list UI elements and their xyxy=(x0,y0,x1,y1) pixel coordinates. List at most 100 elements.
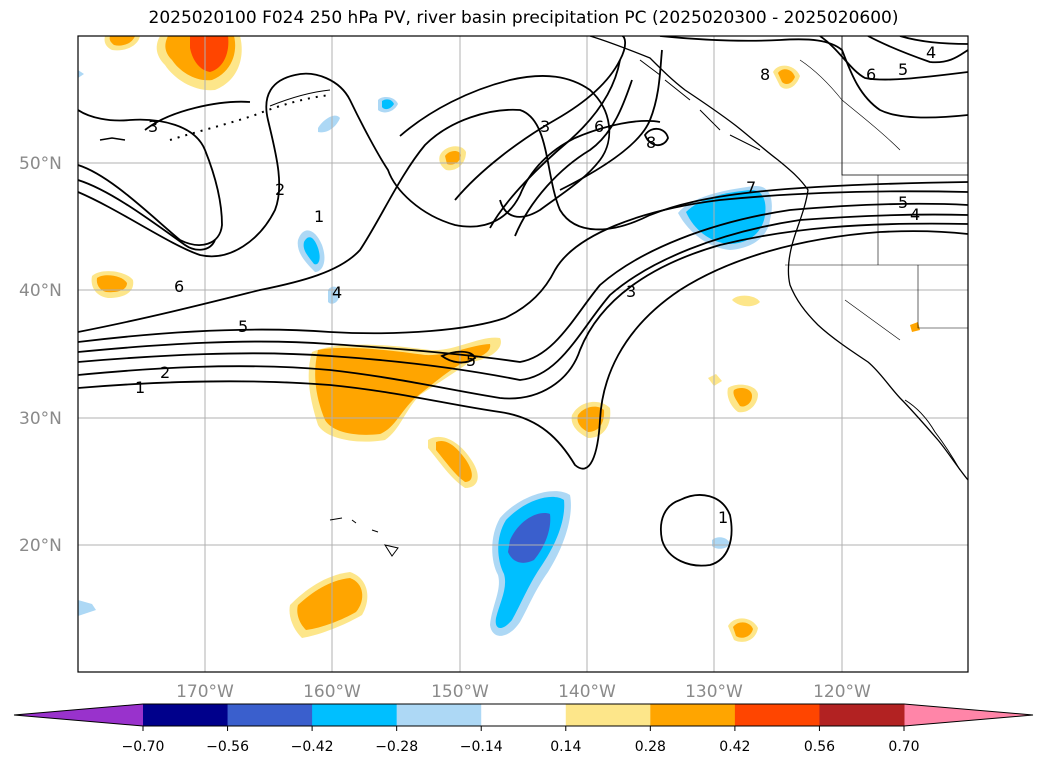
colorbar-extend-min xyxy=(14,704,143,726)
colorbar-segment xyxy=(650,704,736,726)
shade-neg-53n-160w xyxy=(318,115,340,133)
colorbar-extend-max xyxy=(904,704,1033,726)
pv-contour-16 xyxy=(659,36,968,119)
lon-axis: 170°W 160°W 150°W 140°W 130°W 120°W xyxy=(176,682,871,702)
shade-blob-50n-151w-core xyxy=(445,150,461,165)
lon-label: 120°W xyxy=(813,682,871,702)
colorbar-segment xyxy=(312,704,398,726)
pv-contour-21 xyxy=(660,494,733,567)
pv-contour-1 xyxy=(78,230,968,470)
colorbar-segment xyxy=(481,704,567,726)
pv-contour-6 xyxy=(78,108,968,333)
colorbar-tick-label: 0.42 xyxy=(719,739,750,755)
pv-contour-2 xyxy=(78,222,968,400)
pv-contours xyxy=(78,36,968,567)
colorbar-segment xyxy=(565,704,651,726)
lon-label: 150°W xyxy=(431,682,489,702)
contour-label: 4 xyxy=(926,43,936,62)
pv-contour-12 xyxy=(454,36,627,201)
lat-label: 50°N xyxy=(19,154,62,174)
pv-contour-7 xyxy=(78,72,661,258)
contour-label: 1 xyxy=(135,378,145,397)
contour-label: 2 xyxy=(160,363,170,382)
lat-label: 30°N xyxy=(19,409,62,429)
colorbar: −0.70 −0.56 −0.42 −0.28 −0.14 0.14 0.28 0.42 0.5… xyxy=(13,703,1034,755)
pv-contour-8 xyxy=(78,109,223,246)
shade-hawaii-se-core xyxy=(508,513,551,563)
lon-label: 130°W xyxy=(685,682,743,702)
pv-contour-15 xyxy=(559,49,663,191)
colorbar-tick-label: 0.56 xyxy=(804,739,835,755)
contour-label: 1 xyxy=(314,207,324,226)
pv-contour-3 xyxy=(78,213,968,381)
contour-label: 7 xyxy=(746,178,756,197)
contour-label: 8 xyxy=(646,133,656,152)
pv-contour-17 xyxy=(819,36,968,81)
colorbar-tick-label: 0.70 xyxy=(888,739,919,755)
colorbar-segment xyxy=(396,704,482,726)
precip-shading xyxy=(78,36,920,642)
pv-contour-19 xyxy=(899,36,968,45)
lat-label: 20°N xyxy=(19,536,62,556)
colorbar-tick-label: −0.70 xyxy=(122,739,165,755)
contour-label: 3 xyxy=(540,117,550,136)
pv-contour-10 xyxy=(144,100,251,131)
contour-label: 6 xyxy=(174,277,184,296)
contour-label: 4 xyxy=(910,205,920,224)
pv-contour-18 xyxy=(867,36,968,64)
colorbar-tick-label: −0.28 xyxy=(375,739,418,755)
shade-blob-57n-126w-core xyxy=(778,69,795,85)
lon-label: 140°W xyxy=(558,682,616,702)
pv-contour-22 xyxy=(440,350,477,364)
contour-label: 5 xyxy=(238,317,248,336)
shade-subtropical-core xyxy=(315,344,491,435)
contour-label: 5 xyxy=(898,60,908,79)
pv-contour-13 xyxy=(489,59,621,229)
shade-neg-57n-178w xyxy=(78,70,84,78)
shade-blob-15n-160w-core xyxy=(297,578,363,630)
colorbar-segment xyxy=(819,704,905,726)
map-frame xyxy=(77,35,969,673)
colorbar-tick-label: −0.56 xyxy=(206,739,249,755)
lat-label: 40°N xyxy=(19,281,62,301)
contour-label: 8 xyxy=(760,65,770,84)
shade-neg-43n-162w-core xyxy=(303,237,320,265)
pv-contour-4 xyxy=(78,202,968,363)
shade-blob-26n-150w-core xyxy=(436,440,472,482)
pv-contour-5 xyxy=(78,190,968,343)
shade-blob-39n-128w xyxy=(732,295,760,307)
contour-label: 6 xyxy=(866,65,876,84)
colorbar-tick-label: −0.14 xyxy=(460,739,503,755)
pv-contour-14 xyxy=(514,79,633,237)
contour-label: 3 xyxy=(626,282,636,301)
coastlines xyxy=(99,36,968,557)
contour-label: 5 xyxy=(466,351,476,370)
lon-label: 160°W xyxy=(303,682,361,702)
colorbar-tick-label: 0.14 xyxy=(550,739,581,755)
shade-blob-40n-178w-core xyxy=(96,275,127,293)
map-panel: 3 2 1 6 5 2 1 4 3 6 8 8 6 5 4 7 5 4 3 5 … xyxy=(78,36,968,672)
chart-title: 2025020100 F024 250 hPa PV, river basin … xyxy=(148,8,899,28)
shade-blob-30n-139w-core xyxy=(577,406,605,432)
colorbar-segment xyxy=(227,704,313,726)
contour-label: 4 xyxy=(332,283,342,302)
lon-label: 170°W xyxy=(176,682,234,702)
colorbar-tick-label: −0.42 xyxy=(291,739,334,755)
shade-blob-31n-128w-core xyxy=(733,388,752,407)
colorbar-segment xyxy=(734,704,820,726)
pv-contour-20 xyxy=(643,128,669,147)
shade-blob-14n-128w-core xyxy=(733,622,753,638)
contour-label: 6 xyxy=(594,117,604,136)
contour-label: 1 xyxy=(718,508,728,527)
shade-blob-33n-130w xyxy=(708,374,722,386)
shade-gulf-alaska-core xyxy=(190,36,229,72)
shade-neg-55n-157w-core xyxy=(382,99,394,110)
shade-gulf-alaska-left-core xyxy=(109,36,135,46)
pv-contour-11 xyxy=(399,75,611,218)
contour-labels: 3 2 1 6 5 2 1 4 3 6 8 8 6 5 4 7 5 4 3 5 … xyxy=(135,43,936,527)
colorbar-segment xyxy=(143,704,229,726)
contour-label: 5 xyxy=(898,193,908,212)
shade-blob-37n-115w xyxy=(910,322,920,332)
colorbar-tick-label: 0.28 xyxy=(635,739,666,755)
